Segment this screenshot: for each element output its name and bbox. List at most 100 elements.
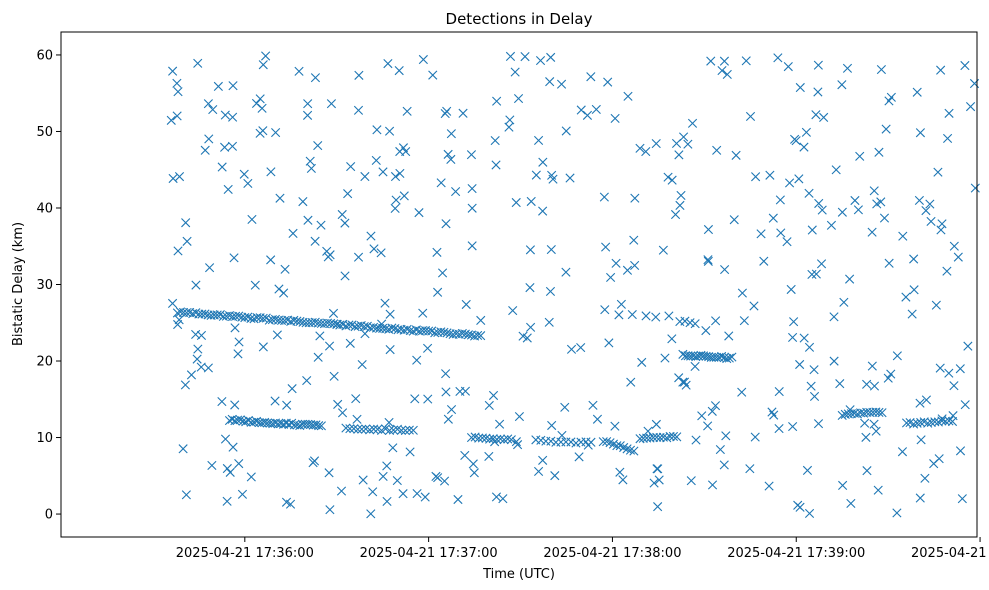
data-point — [522, 333, 532, 343]
data-point — [305, 156, 315, 166]
data-point — [275, 193, 285, 203]
data-point — [405, 447, 415, 457]
data-point — [869, 381, 880, 391]
data-point — [477, 433, 487, 443]
data-point — [670, 209, 681, 220]
data-point — [474, 433, 484, 443]
data-point — [220, 110, 230, 120]
data-point — [505, 51, 516, 61]
data-point — [460, 450, 470, 460]
data-point — [630, 193, 640, 203]
data-point — [561, 267, 571, 277]
data-point — [879, 213, 890, 223]
data-point — [801, 127, 811, 137]
data-point — [955, 364, 965, 374]
data-point — [626, 377, 636, 387]
data-point — [690, 319, 700, 329]
data-point — [173, 246, 183, 256]
data-point — [208, 104, 218, 115]
data-point — [239, 169, 249, 179]
data-point — [315, 331, 325, 341]
data-point — [861, 432, 871, 442]
data-point — [538, 206, 548, 216]
data-point — [390, 203, 400, 213]
data-point — [729, 215, 739, 225]
data-point — [460, 386, 471, 396]
data-point — [541, 436, 551, 446]
data-point — [467, 183, 477, 194]
data-point — [731, 150, 741, 160]
data-point — [346, 161, 356, 172]
data-point — [345, 424, 355, 434]
data-point — [881, 124, 891, 134]
data-point — [775, 195, 785, 205]
chart-title: Detections in Delay — [446, 10, 593, 28]
data-point — [316, 220, 326, 230]
data-point — [345, 338, 355, 348]
data-point — [719, 56, 730, 66]
data-point — [835, 379, 845, 389]
data-point — [372, 125, 382, 135]
data-point — [556, 79, 567, 89]
data-point — [667, 334, 677, 344]
data-point — [531, 170, 541, 180]
data-point — [791, 136, 801, 146]
data-point — [616, 299, 626, 309]
y-tick-label: 10 — [36, 431, 53, 446]
data-point — [228, 442, 238, 452]
data-point — [258, 60, 268, 70]
data-point — [384, 126, 395, 136]
data-point — [380, 298, 390, 308]
data-point — [400, 425, 410, 436]
data-point — [423, 394, 433, 404]
data-point — [258, 126, 268, 136]
data-point — [764, 481, 774, 491]
data-point — [862, 466, 872, 476]
data-point — [641, 146, 651, 157]
data-point — [461, 299, 471, 310]
data-point — [653, 502, 663, 512]
data-point — [625, 445, 636, 455]
data-point — [715, 444, 725, 455]
data-point — [622, 444, 632, 454]
data-point — [960, 400, 970, 410]
data-point — [691, 352, 701, 362]
data-point — [402, 106, 412, 116]
data-point — [473, 330, 483, 341]
data-point — [287, 384, 297, 394]
data-point — [360, 329, 370, 339]
data-point — [325, 505, 335, 515]
data-point — [229, 253, 239, 263]
data-point — [443, 149, 453, 159]
data-point — [383, 59, 393, 69]
data-point — [774, 423, 784, 434]
data-point — [337, 209, 347, 220]
data-point — [225, 467, 235, 477]
data-point — [365, 425, 375, 435]
x-tick-label: 2025-04-21 17:37:00 — [360, 546, 498, 561]
data-point — [901, 292, 911, 302]
data-point — [884, 258, 894, 268]
data-point — [855, 151, 865, 161]
data-point — [853, 205, 863, 215]
data-point — [484, 451, 494, 462]
data-point — [651, 138, 661, 149]
data-point — [172, 111, 182, 121]
data-point — [227, 141, 238, 151]
data-point — [270, 396, 280, 406]
data-point — [701, 326, 711, 336]
data-point — [608, 439, 619, 449]
data-point — [909, 254, 919, 264]
data-point — [602, 436, 612, 447]
data-point — [606, 272, 616, 283]
data-point — [668, 431, 679, 442]
data-point — [251, 98, 262, 109]
data-point — [874, 147, 884, 157]
data-point — [837, 207, 847, 217]
data-point — [212, 310, 222, 320]
data-point — [333, 399, 343, 409]
data-point — [298, 197, 308, 207]
data-point — [678, 349, 688, 359]
data-point — [266, 167, 276, 177]
data-point — [538, 157, 548, 167]
